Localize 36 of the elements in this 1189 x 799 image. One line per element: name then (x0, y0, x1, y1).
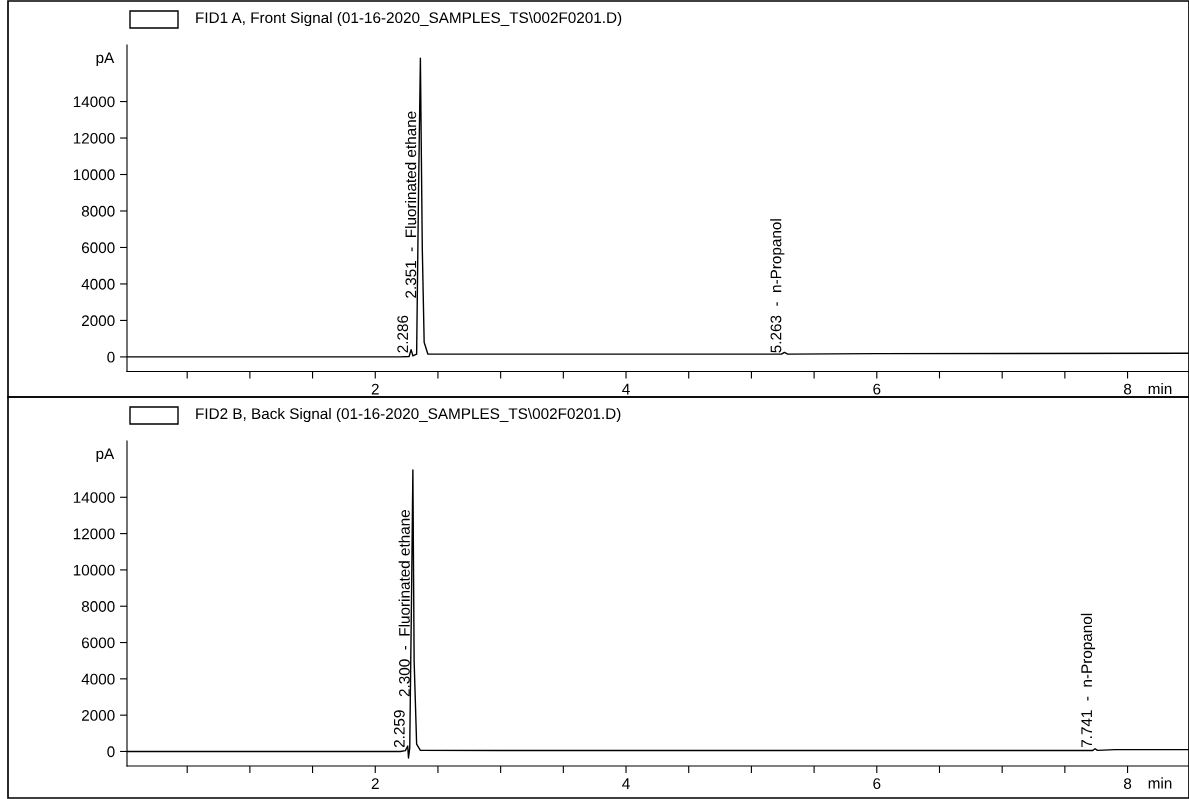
y-tick-label: 8000 (81, 601, 115, 612)
y-axis-title: pA (96, 448, 115, 463)
y-tick-label: 6000 (81, 242, 115, 254)
y-tick-label: 0 (107, 746, 115, 758)
annotation: 2.259 (393, 710, 405, 748)
y-tick-label: 10000 (73, 169, 115, 181)
annotation: 7.741 - n-Propanol (1080, 613, 1096, 748)
y-tick-label: 12000 (73, 528, 115, 540)
x-tick-label: 4 (622, 778, 630, 789)
y-tick-label: 14000 (73, 96, 115, 108)
y-tick-label: 2000 (81, 315, 115, 327)
y-tick-label: 4000 (81, 673, 115, 685)
chart-title: FID2 B, Back Signal (01-16-2020_SAMPLES_TS\002F0201.D) (196, 407, 621, 423)
x-tick-label: 2 (371, 778, 379, 789)
annotation: 2.286 (397, 315, 409, 353)
y-tick-label: 12000 (73, 132, 115, 144)
y-tick-label: 0 (107, 351, 115, 363)
x-tick-label: 2 (371, 383, 379, 395)
y-tick-label: 6000 (81, 637, 115, 649)
annotation: 2.300 - Fluorinated ethane (398, 509, 410, 697)
y-axis-title: pA (96, 52, 115, 67)
x-axis-title: min (1148, 382, 1172, 394)
y-tick-label: 2000 (81, 710, 115, 721)
chart-title: FID1 A, Front Signal (01-16-2020_SAMPLES_TS\002F0201.D) (196, 11, 622, 27)
y-tick-label: 10000 (73, 564, 115, 576)
x-tick-label: 6 (873, 383, 881, 395)
annotation: 5.263 - n-Propanol (770, 219, 785, 353)
x-tick-label: 6 (873, 778, 881, 790)
x-tick-label: 4 (622, 383, 630, 395)
x-tick-label: 8 (1123, 383, 1132, 395)
y-tick-label: 8000 (81, 205, 115, 217)
x-tick-label: 8 (1123, 778, 1132, 790)
annotation: 2.351 - Fluorinated ethane (405, 111, 417, 298)
y-tick-label: 14000 (73, 492, 115, 503)
x-axis-title: min (1148, 777, 1172, 789)
y-tick-label: 4000 (81, 278, 115, 290)
